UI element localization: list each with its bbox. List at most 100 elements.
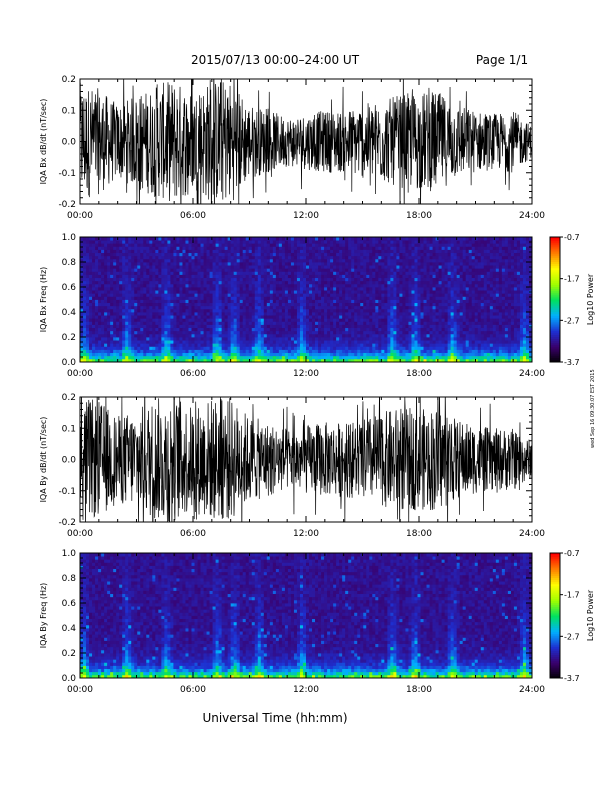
spectrogram-cell xyxy=(80,278,83,282)
spectrogram-cell xyxy=(240,278,243,282)
spectrogram-cell xyxy=(303,328,306,332)
spectrogram-cell xyxy=(270,281,273,285)
spectrogram-cell xyxy=(161,296,164,300)
spectrogram-cell xyxy=(237,250,240,254)
spectrogram-cell xyxy=(436,256,439,260)
spectrogram-cell xyxy=(430,268,433,272)
spectrogram-cell xyxy=(155,315,158,319)
spectrogram-cell xyxy=(270,259,273,263)
spectrogram-cell xyxy=(228,246,231,250)
spectrogram-cell xyxy=(143,321,146,325)
spectrogram-cell xyxy=(306,271,309,275)
spectrogram-cell xyxy=(324,346,327,350)
spectrogram-cell xyxy=(369,331,372,335)
spectrogram-cell xyxy=(89,268,92,272)
spectrogram-cell xyxy=(167,353,170,357)
spectrogram-cell xyxy=(306,318,309,322)
spectrogram-cell xyxy=(360,340,363,344)
spectrogram-cell xyxy=(89,296,92,300)
spectrogram-cell xyxy=(231,325,234,329)
spectrogram-cell xyxy=(360,271,363,275)
spectrogram-cell xyxy=(83,275,86,279)
spectrogram-cell xyxy=(101,281,104,285)
spectrogram-cell xyxy=(243,275,246,279)
spectrogram-cell xyxy=(104,240,107,244)
spectrogram-cell xyxy=(372,356,375,360)
spectrogram-cell xyxy=(185,315,188,319)
spectrogram-cell xyxy=(405,300,408,304)
spectrogram-cell xyxy=(285,340,288,344)
spectrogram-cell xyxy=(188,318,191,322)
spectrogram-cell xyxy=(128,250,131,254)
spectrogram-cell xyxy=(161,281,164,285)
spectrogram-cell xyxy=(363,293,366,297)
spectrogram-cell xyxy=(294,265,297,269)
spectrogram-cell xyxy=(261,318,264,322)
spectrogram-cell xyxy=(249,343,252,347)
spectrogram-cell xyxy=(363,259,366,263)
spectrogram-cell xyxy=(439,271,442,275)
spectrogram-cell xyxy=(321,346,324,350)
spectrogram-cell xyxy=(436,250,439,254)
spectrogram-cell xyxy=(125,337,128,341)
spectrogram-cell xyxy=(442,265,445,269)
spectrogram-cell xyxy=(146,259,149,263)
spectrogram-cell xyxy=(252,237,255,241)
spectrogram-cell xyxy=(182,331,185,335)
spectrogram-cell xyxy=(436,350,439,354)
spectrogram-cell xyxy=(249,296,252,300)
spectrogram-cell xyxy=(408,268,411,272)
spectrogram-cell xyxy=(448,353,451,357)
spectrogram-cell xyxy=(369,306,372,310)
spectrogram-cell xyxy=(309,350,312,354)
spectrogram-cell xyxy=(333,259,336,263)
spectrogram-cell xyxy=(204,321,207,325)
spectrogram-cell xyxy=(198,268,201,272)
spectrogram-cell xyxy=(195,353,198,357)
spectrogram-cell xyxy=(315,243,318,247)
spectrogram-cell xyxy=(264,250,267,254)
spectrogram-cell xyxy=(417,256,420,260)
spectrogram-cell xyxy=(315,240,318,244)
spectrogram-cell xyxy=(185,281,188,285)
spectrogram-cell xyxy=(372,253,375,257)
spectrogram-cell xyxy=(445,350,448,354)
spectrogram-cell xyxy=(237,328,240,332)
spectrogram-cell xyxy=(119,306,122,310)
spectrogram-cell xyxy=(131,356,134,360)
spectrogram-cell xyxy=(89,265,92,269)
spectrogram-cell xyxy=(427,312,430,316)
spectrogram-cell xyxy=(95,278,98,282)
spectrogram-cell xyxy=(345,340,348,344)
spectrogram-cell xyxy=(101,296,104,300)
spectrogram-cell xyxy=(101,306,104,310)
spectrogram-cell xyxy=(270,275,273,279)
spectrogram-cell xyxy=(98,343,101,347)
spectrogram-cell xyxy=(342,284,345,288)
spectrogram-cell xyxy=(348,296,351,300)
spectrogram-cell xyxy=(246,334,249,338)
spectrogram-cell xyxy=(372,265,375,269)
spectrogram-cell xyxy=(433,253,436,257)
spectrogram-cell xyxy=(439,237,442,241)
spectrogram-cell xyxy=(273,237,276,241)
spectrogram-cell xyxy=(119,290,122,294)
spectrogram-cell xyxy=(445,312,448,316)
spectrogram-cell xyxy=(324,325,327,329)
spectrogram-cell xyxy=(213,290,216,294)
spectrogram-cell xyxy=(176,334,179,338)
spectrogram-cell xyxy=(201,350,204,354)
spectrogram-cell xyxy=(411,309,414,313)
spectrogram-cell xyxy=(204,340,207,344)
spectrogram-cell xyxy=(119,350,122,354)
spectrogram-cell xyxy=(430,271,433,275)
spectrogram-cell xyxy=(146,256,149,260)
spectrogram-cell xyxy=(333,246,336,250)
spectrogram-cell xyxy=(158,353,161,357)
spectrogram-cell xyxy=(279,259,282,263)
spectrogram-cell xyxy=(155,287,158,291)
spectrogram-cell xyxy=(306,240,309,244)
spectrogram-cell xyxy=(210,256,213,260)
spectrogram-cell xyxy=(303,340,306,344)
spectrogram-cell xyxy=(246,293,249,297)
